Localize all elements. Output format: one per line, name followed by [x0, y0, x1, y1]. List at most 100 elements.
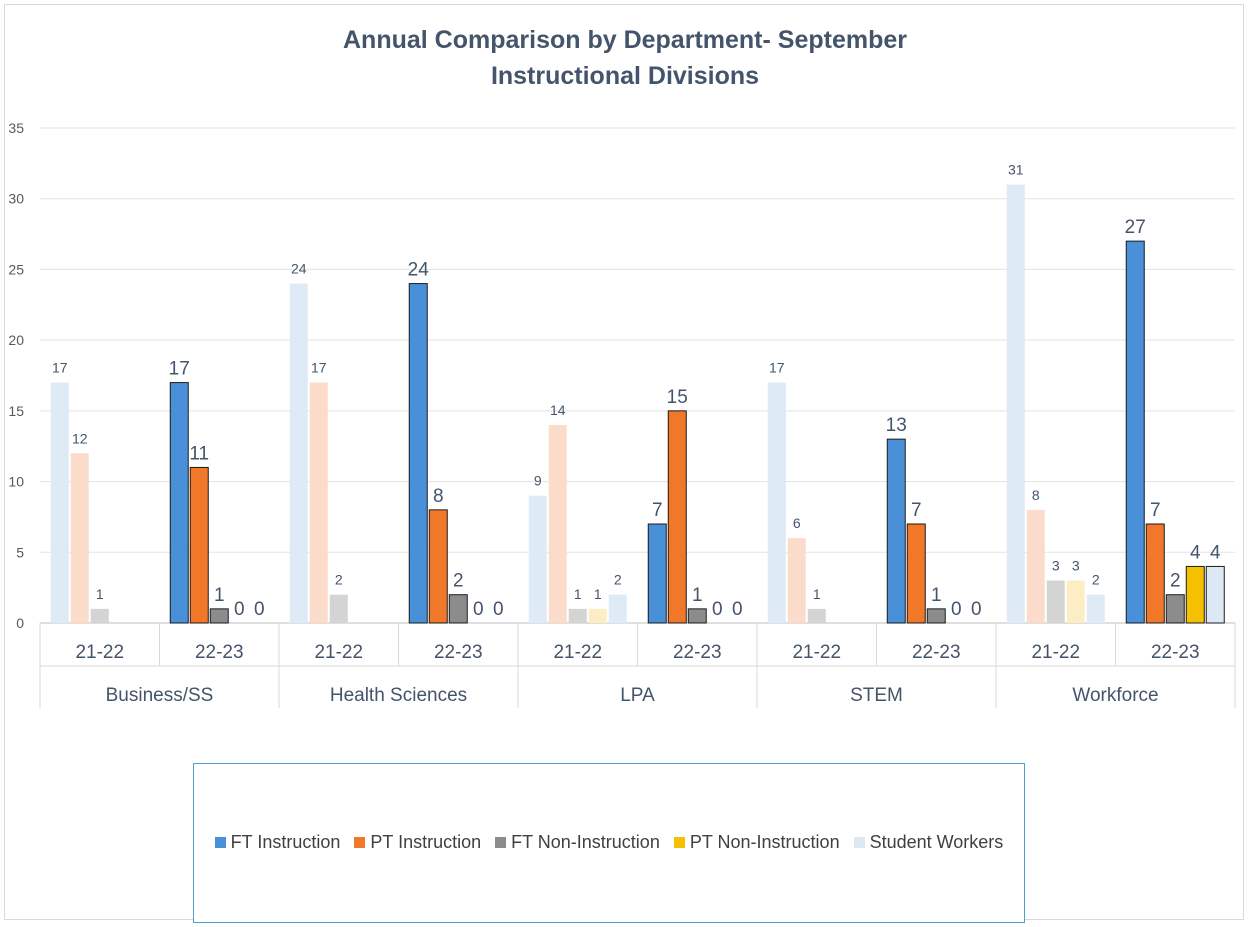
legend-box: FT Instruction PT Instruction FT Non-Instr… [193, 763, 1025, 923]
bar [1046, 580, 1065, 623]
x-tick-label: 22-23 [1151, 642, 1200, 663]
data-label: 0 [493, 599, 504, 620]
bar [1185, 565, 1205, 624]
bar [588, 608, 607, 623]
x-tick-label: 22-23 [673, 642, 722, 663]
x-tick-label: 22-23 [912, 642, 961, 663]
data-label: 1 [96, 586, 104, 602]
chart-title-block: Annual Comparison by Department- Septemb… [0, 22, 1250, 94]
data-label: 15 [667, 387, 688, 408]
x-tick-label: 21-22 [553, 642, 602, 663]
y-tick-label: 25 [8, 261, 24, 277]
chart-legend: FT Instruction PT Instruction FT Non-Instr… [194, 832, 1024, 853]
data-label: 17 [169, 359, 190, 380]
data-label: 2 [1170, 571, 1181, 592]
bar [1205, 565, 1225, 624]
legend-swatch [853, 837, 865, 848]
data-label: 9 [534, 473, 542, 489]
department-label: STEM [850, 685, 903, 706]
y-tick-label: 10 [8, 474, 24, 490]
data-label: 0 [971, 599, 982, 620]
data-label: 4 [1190, 542, 1201, 563]
bar [1145, 523, 1165, 624]
legend-swatch [354, 837, 366, 848]
data-label: 12 [72, 430, 88, 446]
chart-title: Annual Comparison by Department- Septemb… [343, 26, 907, 54]
data-label: 27 [1125, 217, 1146, 238]
data-label: 3 [1052, 558, 1060, 574]
y-tick-label: 35 [8, 120, 24, 136]
legend-swatch [214, 837, 226, 848]
y-tick-label: 15 [8, 403, 24, 419]
data-label: 1 [931, 585, 942, 606]
bar [548, 425, 567, 623]
bar [1086, 594, 1105, 623]
bar [528, 495, 547, 623]
legend-item: FT Non-Instruction [495, 832, 660, 853]
department-label: Workforce [1072, 685, 1158, 706]
data-label: 4 [1210, 542, 1221, 563]
legend-label: PT Instruction [370, 832, 482, 852]
data-label: 7 [652, 500, 663, 521]
y-tick-label: 0 [16, 615, 24, 631]
department-label: LPA [620, 685, 655, 706]
data-label: 0 [473, 599, 484, 620]
bar [1165, 594, 1185, 624]
legend-label: FT Non-Instruction [511, 832, 660, 852]
data-label: 7 [1150, 500, 1161, 521]
legend-label: Student Workers [869, 832, 1004, 852]
legend-item: Student Workers [853, 832, 1004, 853]
data-label: 1 [813, 586, 821, 602]
x-tick-label: 21-22 [314, 642, 363, 663]
data-label: 2 [453, 571, 464, 592]
x-tick-label: 22-23 [434, 642, 483, 663]
bar [1026, 509, 1045, 623]
legend-item: FT Instruction [214, 832, 341, 853]
x-tick-label: 21-22 [75, 642, 124, 663]
data-label: 2 [1092, 572, 1100, 588]
data-label: 0 [254, 599, 265, 620]
legend-swatch [673, 837, 685, 848]
legend-item: PT Instruction [354, 832, 481, 853]
bar [1006, 184, 1025, 624]
bar [90, 608, 109, 623]
data-label: 3 [1072, 558, 1080, 574]
legend-label: PT Non-Instruction [689, 832, 840, 852]
bar [1066, 580, 1085, 623]
bar [408, 283, 428, 624]
data-label: 13 [886, 415, 907, 436]
bar [926, 608, 946, 624]
data-label: 2 [614, 572, 622, 588]
data-label: 17 [311, 360, 327, 376]
data-label: 24 [408, 260, 430, 281]
bar [667, 410, 687, 624]
bar [767, 382, 786, 623]
bar [906, 523, 926, 624]
y-tick-label: 30 [8, 191, 24, 207]
data-label: 1 [214, 585, 225, 606]
legend-label: FT Instruction [230, 832, 341, 852]
x-tick-label: 22-23 [195, 642, 244, 663]
data-label: 0 [951, 599, 962, 620]
data-label: 8 [433, 486, 444, 507]
bar [309, 382, 328, 623]
bar [329, 594, 348, 623]
y-tick-label: 5 [16, 544, 24, 560]
data-label: 11 [189, 443, 209, 464]
chart-subtitle: Instructional Divisions [490, 62, 760, 90]
x-tick-label: 21-22 [1031, 642, 1080, 663]
data-label: 7 [911, 500, 922, 521]
data-label: 17 [52, 360, 68, 376]
legend-item: PT Non-Instruction [673, 832, 840, 853]
bar [189, 466, 209, 624]
bar [807, 608, 826, 623]
bar [687, 608, 707, 624]
bar [70, 453, 89, 623]
data-label: 0 [712, 599, 723, 620]
department-label: Business/SS [106, 685, 214, 706]
data-label: 2 [335, 572, 343, 588]
bar [787, 538, 806, 623]
bar [50, 382, 69, 623]
data-label: 6 [793, 515, 801, 531]
data-label: 31 [1008, 162, 1024, 178]
